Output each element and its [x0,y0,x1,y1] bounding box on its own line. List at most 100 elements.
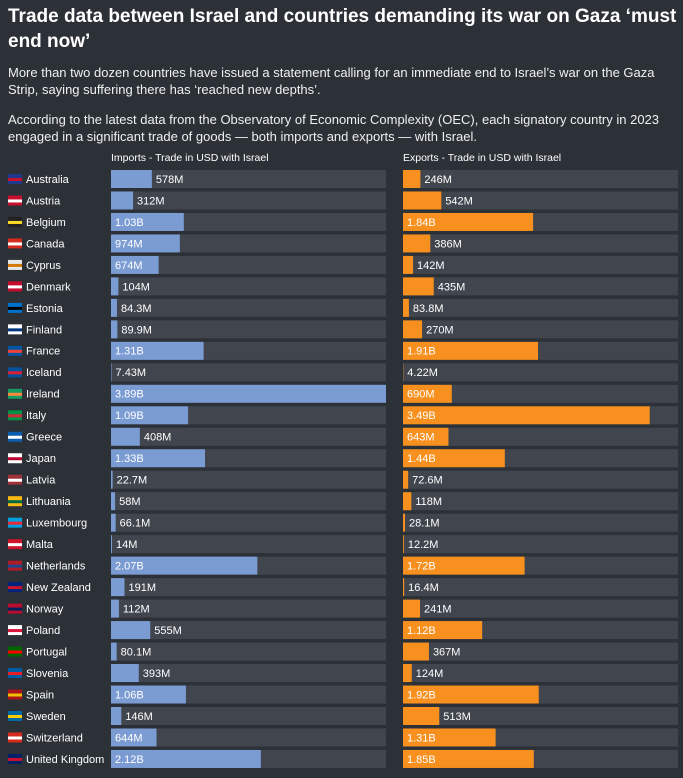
data-label: 83.8M [413,303,444,315]
flag-icon [8,607,22,611]
bar-track [111,621,386,640]
bar [111,749,261,768]
category-label: Spain [26,689,54,701]
bar [403,492,412,511]
category-label: Ireland [26,389,60,401]
data-label: 16.4M [408,582,439,594]
data-label: 1.72B [407,561,436,573]
category-label: Cyprus [26,260,61,272]
flag-icon [8,285,22,289]
bar [403,427,449,446]
bar [111,406,189,425]
flag-icon [8,349,22,353]
category-label: Finland [26,324,62,336]
data-label: 513M [443,711,471,723]
data-label: 80.1M [121,646,152,658]
bar-track [403,427,678,446]
category-label: Austria [26,195,61,207]
bar [403,685,539,704]
bar [111,664,139,683]
category-label: United Kingdom [26,754,104,766]
bar-track [111,255,386,274]
bar-track [111,599,386,618]
flag-icon [8,178,22,181]
bar [111,513,116,532]
bar [111,384,386,403]
data-label: 542M [445,195,473,207]
category-label: Latvia [26,475,56,487]
flag-icon [8,306,22,310]
data-label: 89.9M [121,324,152,336]
category-label: Netherlands [26,561,86,573]
category-label: Greece [26,432,62,444]
data-label: 124M [416,668,444,680]
bar-track [111,642,386,661]
bar-track [111,170,386,188]
category-label: Portugal [26,646,67,658]
bar [111,298,117,317]
flag-icon [8,564,22,568]
bar-track [403,470,678,489]
bar-track [403,599,678,618]
data-label: 22.7M [117,475,148,487]
bar [111,578,125,597]
bar [111,255,159,274]
flag-icon [8,672,22,676]
bar [111,191,134,210]
bar-track [111,298,386,317]
flag-icon [8,736,22,740]
category-label: Switzerland [26,732,83,744]
bar [111,341,204,360]
flag-icon [8,757,22,761]
bar [111,642,117,661]
bar [403,384,452,403]
flag-icon [8,500,22,504]
flag-icon [8,457,22,461]
category-label: Norway [26,604,64,616]
bar-track [403,277,678,296]
legend-label: Imports - Trade in USD with Israel [111,152,269,164]
bar [403,556,525,575]
bar-track [111,664,386,683]
flag-icon [8,629,22,633]
data-label: 690M [407,389,435,401]
bar [111,234,180,253]
bar [403,749,534,768]
data-label: 3.89B [115,389,144,401]
bar [111,685,186,704]
bar-track [403,320,678,339]
bar [403,320,423,339]
bar [403,578,405,597]
bar-track [403,234,678,253]
category-label: Luxembourg [26,518,87,530]
bar [403,234,431,253]
flag-icon [8,371,22,375]
category-label: Australia [26,174,70,186]
bar [111,449,206,468]
bar [403,212,534,231]
data-label: 2.07B [115,561,144,573]
category-label: Iceland [26,367,61,379]
category-label: New Zealand [26,582,91,594]
data-label: 1.06B [115,689,144,701]
data-label: 246M [424,174,452,186]
bar [111,427,140,446]
bar-track [403,384,678,403]
bar-track [111,535,386,554]
data-label: 142M [417,260,445,272]
flag-icon [8,435,22,439]
flag-icon [8,586,22,590]
bar-track [403,642,678,661]
data-label: 1.85B [407,754,436,766]
data-label: 2.12B [115,754,144,766]
flag-icon [8,521,22,525]
category-label: Lithuania [26,496,72,508]
data-label: 191M [129,582,157,594]
bar [403,255,414,274]
data-label: 270M [426,324,454,336]
subtitle: According to the latest data from the Ob… [8,112,660,144]
data-label: 72.6M [412,475,443,487]
bar-track [111,470,386,489]
data-label: 1.92B [407,689,436,701]
